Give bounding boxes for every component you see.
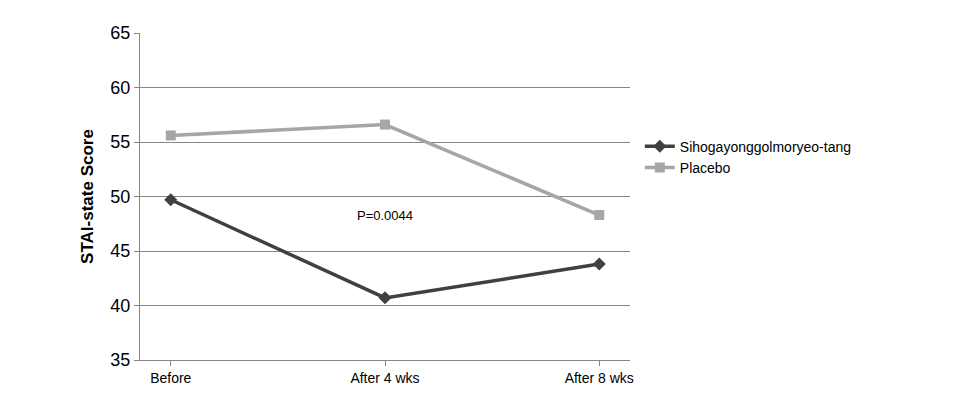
svg-text:Before: Before (150, 370, 191, 386)
svg-text:45: 45 (110, 241, 130, 261)
svg-text:Sihogayonggolmoryeo-tang: Sihogayonggolmoryeo-tang (680, 139, 851, 155)
svg-text:After 8 wks: After 8 wks (565, 370, 634, 386)
svg-text:55: 55 (110, 132, 130, 152)
svg-text:65: 65 (110, 23, 130, 43)
svg-text:35: 35 (110, 350, 130, 370)
svg-text:Placebo: Placebo (680, 160, 731, 176)
svg-text:40: 40 (110, 296, 130, 316)
svg-text:After 4 wks: After 4 wks (350, 370, 419, 386)
svg-text:60: 60 (110, 78, 130, 98)
svg-text:P=0.0044: P=0.0044 (357, 208, 413, 223)
svg-text:50: 50 (110, 187, 130, 207)
svg-text:STAI-state Score: STAI-state Score (78, 129, 97, 264)
